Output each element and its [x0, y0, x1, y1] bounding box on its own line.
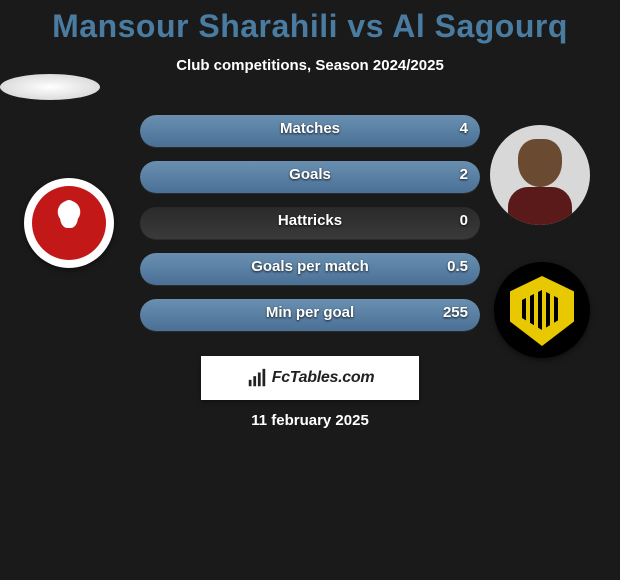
stat-row: Matches 4	[0, 115, 620, 161]
stat-value-right: 0	[460, 212, 468, 229]
chart-icon	[246, 367, 268, 389]
stat-bar: Goals per match 0.5	[140, 253, 480, 285]
stat-row: Hattricks 0	[0, 207, 620, 253]
stat-value-right: 2	[460, 166, 468, 183]
page-title: Mansour Sharahili vs Al Sagourq	[0, 0, 620, 45]
stat-bar: Goals 2	[140, 161, 480, 193]
stats-area: Matches 4 Goals 2 Hattricks 0 Goals per match 0…	[0, 115, 620, 345]
season-subtitle: Club competitions, Season 2024/2025	[0, 57, 620, 74]
stat-bar: Hattricks 0	[140, 207, 480, 239]
stat-row: Min per goal 255	[0, 299, 620, 345]
stat-value-right: 0.5	[447, 258, 468, 275]
stat-value-right: 4	[460, 120, 468, 137]
stat-label: Goals per match	[251, 258, 369, 275]
stat-bar: Min per goal 255	[140, 299, 480, 331]
stat-label: Hattricks	[278, 212, 342, 229]
date-text: 11 february 2025	[251, 412, 369, 429]
brand-text: FcTables.com	[272, 369, 375, 387]
comparison-card: Mansour Sharahili vs Al Sagourq Club com…	[0, 0, 620, 580]
player-left-avatar	[0, 74, 100, 100]
stat-row: Goals per match 0.5	[0, 253, 620, 299]
stat-label: Goals	[289, 166, 331, 183]
brand-badge: FcTables.com	[201, 356, 419, 400]
stat-label: Min per goal	[266, 304, 354, 321]
stat-bar: Matches 4	[140, 115, 480, 147]
stat-value-right: 255	[443, 304, 468, 321]
stat-label: Matches	[280, 120, 340, 137]
stat-row: Goals 2	[0, 161, 620, 207]
